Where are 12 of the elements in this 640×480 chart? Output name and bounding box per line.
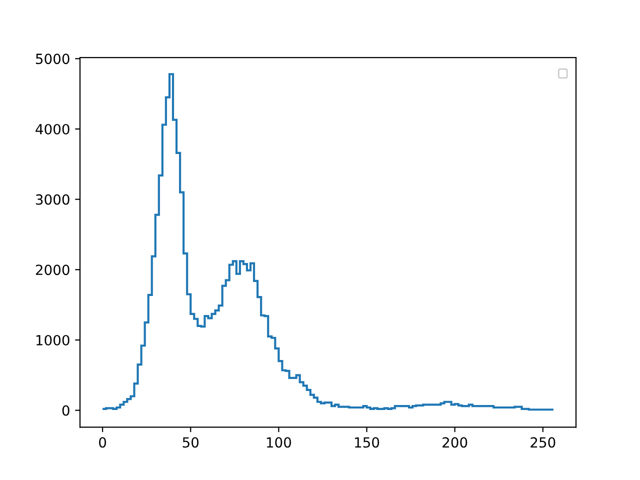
x-tick-label: 50 xyxy=(182,437,199,448)
y-tick-label: 0 xyxy=(62,405,70,416)
x-tick-label: 100 xyxy=(266,437,292,448)
x-tick-label: 200 xyxy=(442,437,468,448)
y-tick-label: 5000 xyxy=(36,54,70,64)
x-tick-label: 150 xyxy=(355,437,380,448)
y-tick-label: 4000 xyxy=(36,124,70,134)
x-tick-label: 250 xyxy=(530,437,556,448)
x-tick-label: 0 xyxy=(99,437,106,448)
y-tick-label: 1000 xyxy=(36,334,70,346)
y-tick-label: 2000 xyxy=(36,264,70,276)
y-tick-label: 3000 xyxy=(36,194,70,205)
